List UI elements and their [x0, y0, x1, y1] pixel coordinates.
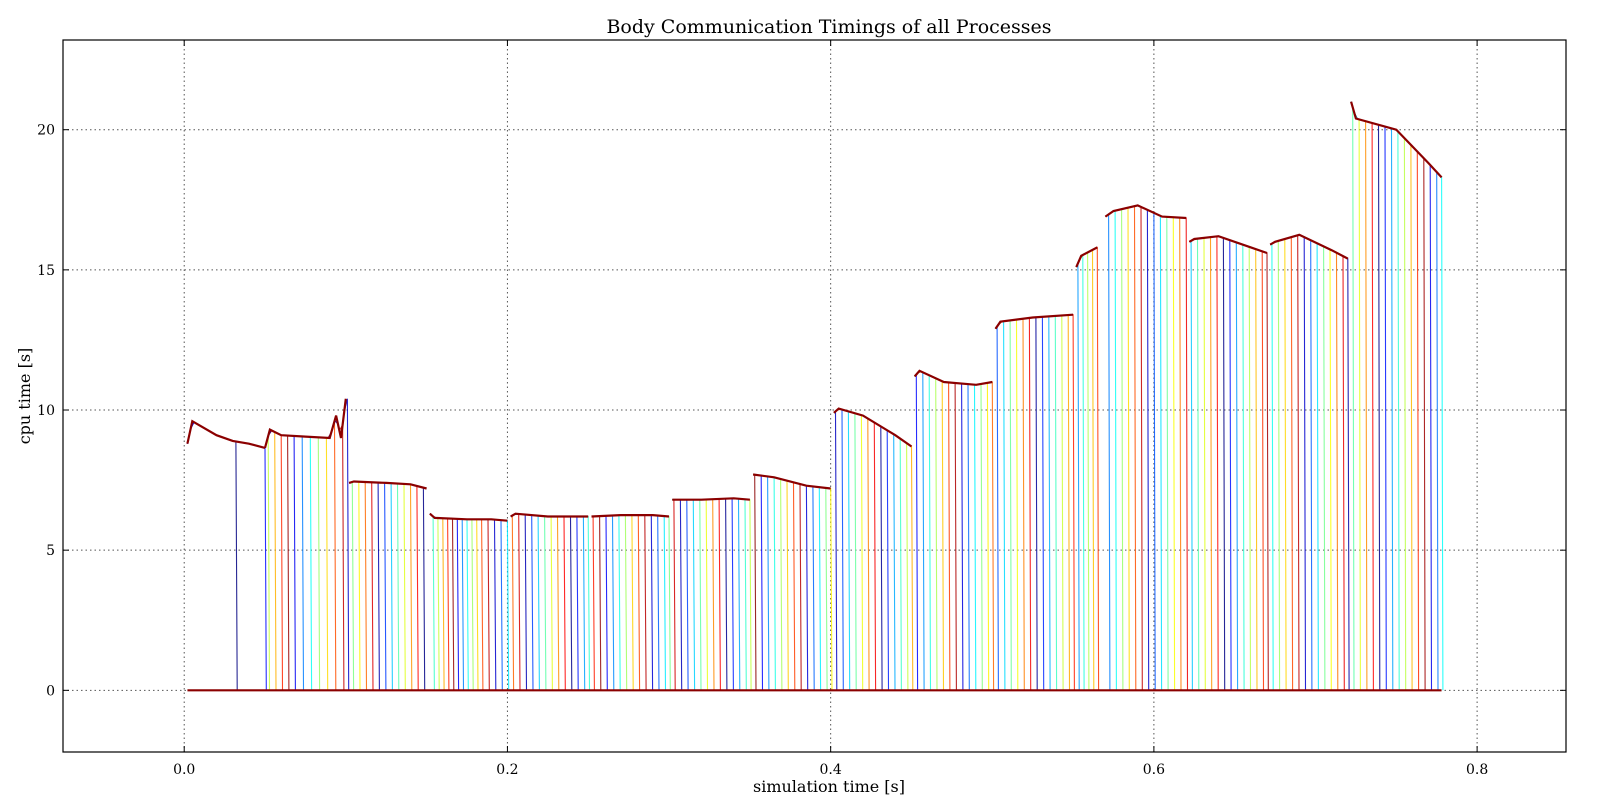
y-tick-label: 0	[46, 683, 55, 699]
envelope-line	[429, 512, 508, 522]
process-series-line	[429, 513, 510, 691]
process-series-line	[1350, 101, 1355, 691]
process-series-line	[1075, 253, 1085, 691]
process-series-line	[1105, 204, 1189, 691]
process-series-line	[995, 314, 1071, 691]
process-series-line	[348, 481, 361, 691]
process-series-line	[1189, 235, 1226, 691]
process-series-line	[591, 515, 595, 691]
process-series-line	[429, 513, 445, 691]
process-series-line	[591, 514, 667, 691]
process-series-line	[1105, 209, 1117, 691]
envelope-line	[186, 419, 266, 449]
envelope-line	[994, 313, 1074, 330]
process-series-line	[672, 499, 696, 691]
plot-frame	[62, 39, 1567, 753]
chart-title: Body Communication Timings of all Proces…	[606, 16, 1051, 38]
process-series-line	[429, 513, 503, 691]
process-series-line	[510, 513, 534, 691]
process-series-line	[348, 481, 406, 691]
envelope-line	[1350, 101, 1443, 179]
process-series-line	[914, 371, 951, 691]
process-series-line	[264, 415, 345, 691]
x-tick-label: 0.0	[173, 762, 195, 778]
process-series-line	[1105, 213, 1111, 691]
process-series-line	[1350, 101, 1444, 691]
process-series-line	[753, 473, 757, 691]
axis-ticks	[63, 40, 1566, 752]
process-series-line	[510, 514, 515, 691]
envelope-line	[348, 480, 427, 490]
envelope-line	[510, 512, 589, 518]
process-series-line	[914, 370, 938, 691]
y-tick-label: 15	[37, 263, 55, 279]
process-series-line	[264, 398, 350, 691]
process-series-line	[995, 324, 999, 691]
process-series-line	[591, 514, 615, 691]
process-series-line	[1189, 239, 1193, 691]
process-series-line	[753, 473, 776, 691]
process-series-line	[264, 429, 277, 691]
process-series-line	[1105, 204, 1143, 691]
process-series-line	[672, 497, 747, 691]
process-series-line	[914, 371, 990, 691]
process-series-line	[186, 421, 238, 691]
process-series-line	[264, 429, 305, 691]
process-series-line	[348, 481, 426, 691]
x-tick-label: 0.4	[820, 762, 842, 778]
process-series-line	[591, 514, 628, 691]
process-series-line	[672, 498, 709, 691]
process-series-line	[1350, 101, 1387, 691]
process-series-line	[1350, 101, 1374, 691]
process-series-line	[348, 481, 355, 691]
envelope-line	[833, 407, 913, 448]
series-lines	[186, 101, 1444, 691]
process-series-line	[1075, 263, 1080, 691]
process-series-line	[264, 429, 284, 691]
x-tick-label: 0.8	[1466, 762, 1488, 778]
process-series-line	[348, 481, 387, 691]
process-series-line	[186, 421, 267, 691]
process-series-line	[833, 410, 838, 691]
envelope-lines	[186, 101, 1443, 692]
process-series-line	[1189, 235, 1265, 691]
envelope-line	[752, 473, 831, 490]
process-series-line	[753, 473, 789, 691]
envelope-line	[1075, 246, 1098, 268]
process-series-line	[1269, 234, 1307, 691]
process-series-line	[1269, 236, 1294, 691]
process-series-line	[995, 317, 1032, 691]
process-series-line	[914, 373, 919, 691]
process-series-line	[510, 513, 547, 691]
envelope-line	[263, 398, 347, 449]
process-series-line	[348, 481, 368, 691]
process-series-line	[1105, 208, 1124, 691]
envelope-line	[1188, 235, 1268, 255]
process-series-line	[510, 513, 586, 691]
process-series-line	[995, 318, 1019, 691]
x-tick-label: 0.6	[1143, 762, 1165, 778]
tick-labels: 0.0 0.2 0.4 0.6 0.8 0 5 10 15 20	[37, 123, 1488, 778]
process-series-line	[753, 473, 828, 691]
x-tick-label: 0.2	[496, 762, 518, 778]
process-series-line	[1269, 234, 1345, 691]
process-series-line	[429, 513, 435, 691]
envelope-line	[913, 369, 993, 386]
process-series-line	[1269, 242, 1274, 691]
y-tick-label: 5	[46, 543, 55, 559]
x-axis-label: simulation time [s]	[753, 777, 905, 796]
y-axis-label: cpu time [s]	[15, 348, 34, 445]
process-series-line	[1350, 101, 1426, 691]
process-series-line	[672, 499, 676, 691]
envelope-line	[1269, 233, 1349, 260]
envelope-line	[1104, 204, 1187, 220]
process-series-line	[1105, 204, 1163, 691]
envelope-line	[591, 513, 670, 518]
y-tick-label: 10	[37, 403, 55, 419]
y-tick-label: 20	[37, 123, 55, 139]
envelope-line	[672, 497, 750, 501]
